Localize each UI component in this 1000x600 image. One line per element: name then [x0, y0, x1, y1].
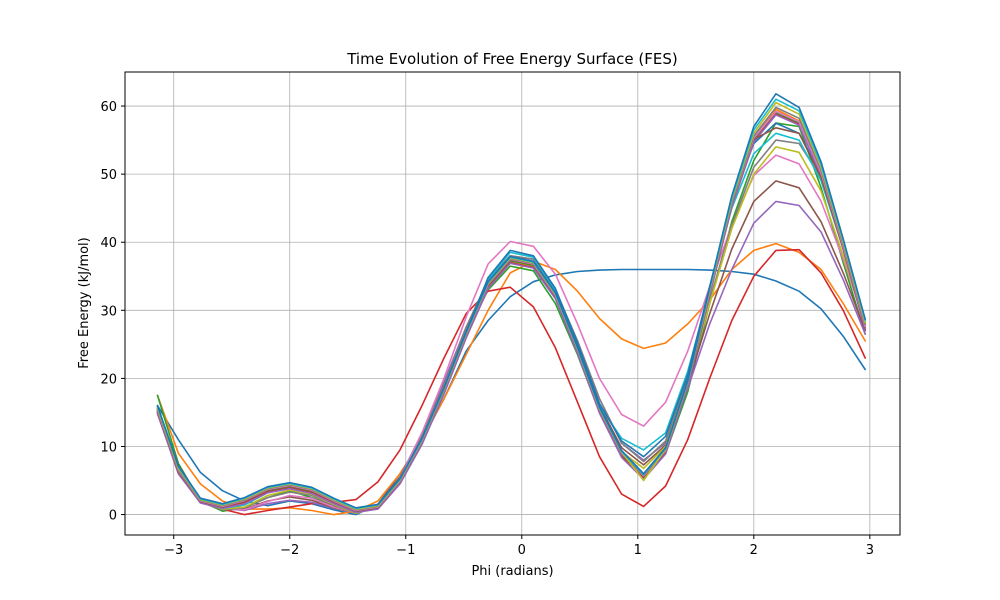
series-group [156, 93, 867, 516]
y-tick-label: 20 [100, 372, 117, 387]
y-tick-label: 60 [100, 100, 117, 115]
x-axis-label: Phi (radians) [471, 564, 553, 579]
x-tick-label: −2 [280, 543, 299, 558]
x-tick-label: 1 [634, 543, 642, 558]
series-line-15 [156, 114, 867, 514]
y-tick-label: 30 [100, 304, 117, 319]
x-tick-label: −1 [396, 543, 415, 558]
series-line-21 [156, 93, 867, 509]
y-tick-label: 50 [100, 168, 117, 183]
y-tick-label: 0 [109, 509, 117, 524]
series-line-4 [156, 248, 867, 516]
plot-frame [124, 71, 901, 536]
x-tick-label: 3 [866, 543, 874, 558]
x-tick-label: 2 [750, 543, 758, 558]
y-tick-label: 10 [100, 440, 117, 455]
series-line-1 [156, 268, 867, 516]
x-tick-label: 0 [518, 543, 526, 558]
x-tick-label: −3 [164, 543, 183, 558]
y-tick-label: 40 [100, 236, 117, 251]
chart-title: Time Evolution of Free Energy Surface (F… [346, 50, 678, 68]
y-axis-label: Free Energy (kJ/mol) [77, 237, 92, 368]
